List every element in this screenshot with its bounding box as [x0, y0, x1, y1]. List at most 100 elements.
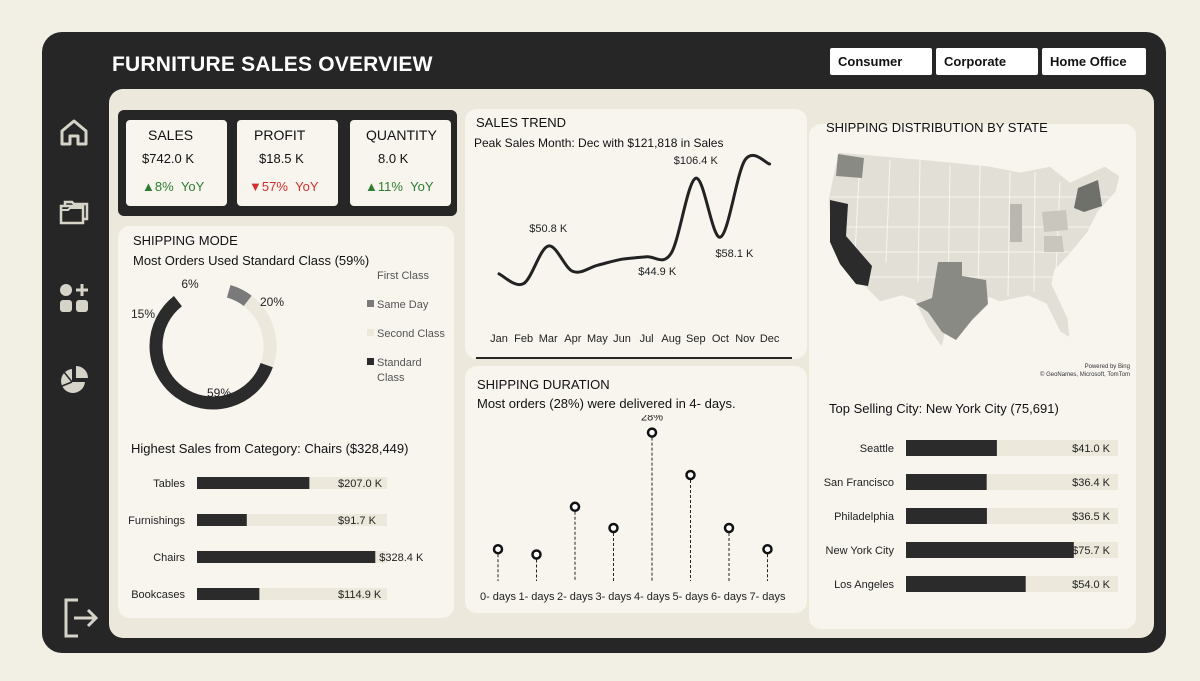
donut-slice: [149, 295, 273, 410]
category-title: Highest Sales from Category: Chairs ($32…: [131, 441, 409, 456]
home-icon[interactable]: [58, 116, 90, 148]
top-city-title: Top Selling City: New York City (75,691): [829, 401, 1059, 416]
legend-label: Class: [377, 372, 405, 384]
shipping-duration-subtitle: Most orders (28%) were delivered in 4- d…: [477, 396, 736, 411]
city-value-label: $75.7 K: [1072, 545, 1111, 557]
kpi-sales-card: SALES $742.0 K ▲8% YoY: [126, 120, 227, 206]
month-tick-label: Sep: [686, 333, 706, 345]
shipping-mode-donut-chart: 6% 20% 59% 15% First Class Same Day Second Cla…: [131, 270, 445, 410]
month-tick-label: Aug: [661, 333, 681, 345]
folders-icon[interactable]: [58, 196, 90, 228]
shipping-duration-lollipop-chart: 0- days 1- days 2- days 3- days 4- days 5- da…: [480, 415, 786, 603]
segment-home-office-button[interactable]: Home Office: [1042, 48, 1146, 75]
city-bar: [906, 508, 987, 524]
month-tick-label: Jul: [640, 333, 654, 345]
legend-swatch: [367, 300, 374, 307]
duration-point: [492, 543, 504, 555]
map-credit-bing: Powered by Bing: [1084, 364, 1130, 370]
segment-consumer-button[interactable]: Consumer: [830, 48, 932, 75]
sales-trend-annotation: $50.8 K: [529, 223, 568, 235]
category-value-label: $328.4 K: [379, 552, 424, 564]
kpi-change: ▲8% YoY: [142, 179, 205, 194]
sales-trend-subtitle: Peak Sales Month: Dec with $121,818 in S…: [474, 136, 724, 150]
month-tick-label: Jan: [490, 333, 508, 345]
city-label: Philadelphia: [834, 511, 895, 523]
city-bar: [906, 474, 987, 490]
pie-chart-icon[interactable]: [58, 364, 90, 396]
city-label: San Francisco: [824, 477, 894, 489]
category-bar: [197, 514, 247, 526]
duration-point: [762, 543, 773, 555]
kpi-profit-card: PROFIT $18.5 K ▼57% YoY: [237, 120, 338, 206]
category-label: Tables: [153, 478, 185, 490]
month-tick-label: Apr: [564, 333, 581, 345]
city-value-label: $36.4 K: [1072, 477, 1111, 489]
city-value-label: $41.0 K: [1072, 443, 1111, 455]
legend-label: First Class: [377, 270, 429, 282]
legend-swatch: [367, 358, 374, 365]
duration-tick-label: 7- days: [749, 591, 786, 603]
kpi-change: ▼57% YoY: [249, 179, 319, 194]
category-bar: [197, 551, 376, 563]
duration-point: [569, 501, 581, 513]
kpi-value: $742.0 K: [142, 151, 195, 166]
sales-trend-card: [465, 109, 807, 359]
category-label: Chairs: [153, 552, 185, 564]
city-bar: [906, 542, 1074, 558]
city-value-label: $54.0 K: [1072, 579, 1111, 591]
logout-icon[interactable]: [60, 596, 100, 640]
kpi-value: 8.0 K: [378, 151, 409, 166]
month-tick-label: Mar: [539, 333, 558, 345]
duration-peak-label: 28%: [641, 415, 663, 424]
duration-tick-label: 5- days: [672, 591, 709, 603]
category-value-label: $207.0 K: [338, 478, 383, 490]
city-label: New York City: [826, 545, 895, 557]
sales-trend-title: SALES TREND: [476, 115, 567, 130]
shipping-duration-card: [465, 366, 807, 613]
category-label: Bookcases: [131, 589, 185, 601]
shipping-mode-title: SHIPPING MODE: [133, 233, 238, 248]
sales-trend-line-chart: Jan Feb Mar Apr May Jun Jul Aug Sep Oct Nov Dec $50.…: [476, 153, 792, 359]
donut-slice: [226, 284, 252, 307]
donut-slice: [173, 282, 231, 307]
duration-point: [723, 522, 735, 534]
donut-slice-label: 15%: [131, 307, 155, 321]
legend-label: Same Day: [377, 299, 429, 311]
duration-tick-label: 1- days: [518, 591, 555, 603]
duration-point: [685, 469, 696, 481]
duration-point: [646, 427, 658, 438]
kpi-value: $18.5 K: [259, 151, 304, 166]
month-tick-label: Dec: [760, 333, 780, 345]
duration-tick-label: 6- days: [711, 591, 748, 603]
month-tick-label: Jun: [613, 333, 631, 345]
sales-trend-annotation: $106.4 K: [674, 155, 719, 167]
donut-slice: [243, 295, 277, 368]
kpi-quantity-card: QUANTITY 8.0 K ▲11% YoY: [350, 120, 451, 206]
duration-tick-label: 4- days: [634, 591, 671, 603]
duration-tick-label: 3- days: [595, 591, 632, 603]
donut-slice-label: 59%: [207, 386, 231, 400]
donut-slice-label: 20%: [260, 295, 284, 309]
category-label: Furnishings: [128, 515, 185, 527]
category-value-label: $114.9 K: [338, 589, 382, 601]
donut-slice-label: 6%: [181, 277, 199, 291]
shipping-duration-title: SHIPPING DURATION: [477, 377, 610, 392]
city-label: Los Angeles: [834, 579, 894, 591]
legend-swatch: [367, 271, 374, 278]
kpi-label: SALES: [148, 127, 194, 143]
page-title: FURNITURE SALES OVERVIEW: [112, 53, 433, 76]
us-map[interactable]: [820, 152, 1132, 352]
sales-trend-annotation: $44.9 K: [638, 266, 677, 278]
city-value-label: $36.5 K: [1072, 511, 1111, 523]
city-bar: [906, 440, 997, 456]
city-bar: [906, 576, 1026, 592]
kpi-label: PROFIT: [254, 127, 306, 143]
month-tick-label: Feb: [514, 333, 533, 345]
category-bar-chart: Tables $207.0 K Furnishings $91.7 K Chairs $3…: [128, 477, 424, 601]
segment-corporate-button[interactable]: Corporate: [936, 48, 1038, 75]
sales-trend-line: [497, 153, 772, 287]
category-bar: [197, 477, 310, 489]
duration-point: [531, 549, 542, 560]
apps-add-icon[interactable]: [58, 282, 90, 314]
legend-label: Standard: [377, 357, 422, 369]
